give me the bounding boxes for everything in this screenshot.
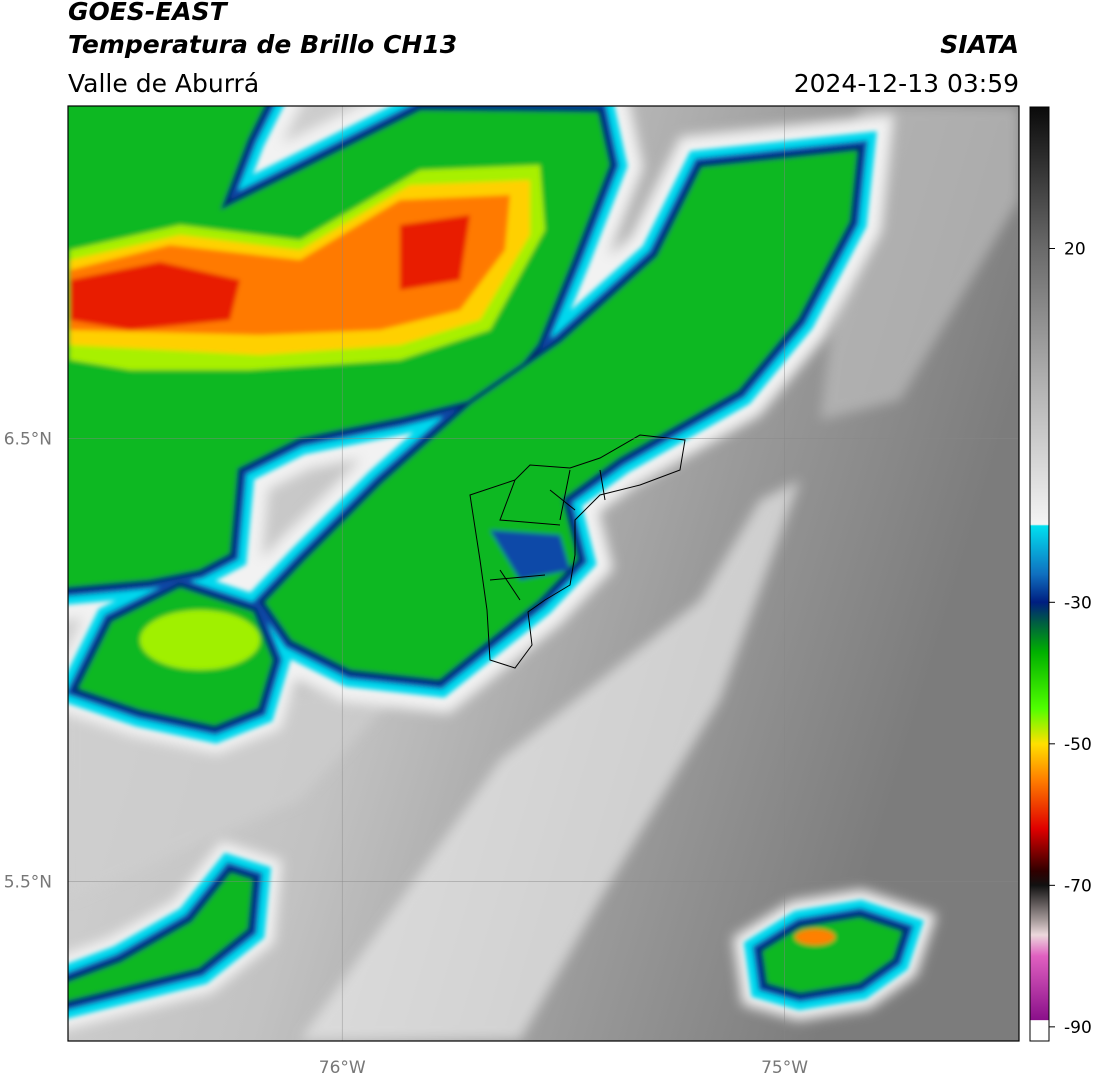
subtitle: Temperatura de Brillo CH13 [68,30,457,59]
colorbar-tick-label: -70 [1064,876,1092,896]
colorbar-tick-label: 20 [1064,240,1086,260]
colorbar-tick-label: -90 [1064,1018,1092,1038]
satellite-image [68,106,1019,1041]
colorbar-tick-label: -50 [1064,735,1092,755]
x-tick-label: 76°W [319,1058,366,1078]
datetime: 2024-12-13 03:59 [794,69,1019,98]
region: Valle de Aburrá [68,69,259,98]
y-tick-label: 6.5°N [4,429,52,449]
graticule [68,106,1019,1041]
colorbar-tick-label: -30 [1064,593,1092,613]
source: SIATA [940,30,1019,59]
colorbar: 20 -30 -50 -70 -90 [1029,106,1092,1042]
y-tick-label: 5.5°N [4,872,52,892]
title: GOES-EAST [68,0,229,26]
colorbar-scale [1029,106,1050,1042]
x-tick-label: 75°W [761,1058,808,1078]
map-frame [67,105,1020,1042]
municipal-boundaries [469,434,686,669]
